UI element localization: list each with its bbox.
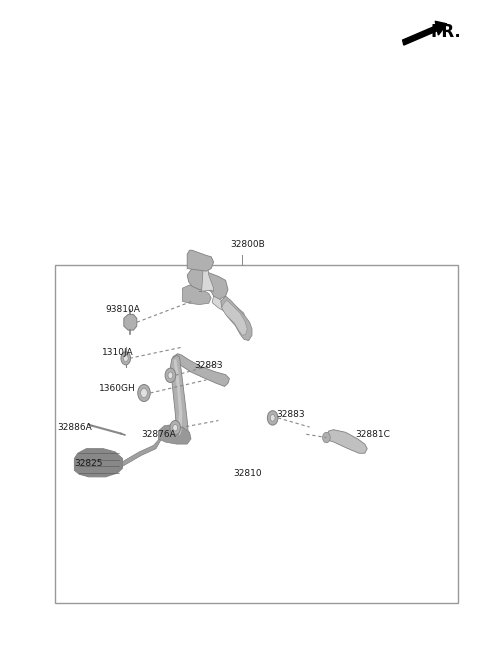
Text: 1360GH: 1360GH [99,384,136,393]
Polygon shape [221,296,252,341]
Circle shape [270,415,275,421]
Polygon shape [173,354,229,386]
Circle shape [165,368,176,383]
Text: FR.: FR. [430,23,461,41]
Circle shape [173,424,178,431]
Polygon shape [187,255,228,300]
Text: 1310JA: 1310JA [102,348,133,357]
Polygon shape [158,424,191,444]
Polygon shape [199,255,214,291]
Text: 32800B: 32800B [230,240,264,249]
Text: 32883: 32883 [276,410,305,419]
FancyArrow shape [403,22,447,45]
Circle shape [138,384,150,402]
Circle shape [121,352,131,365]
Polygon shape [182,285,211,305]
Polygon shape [115,439,161,472]
Text: 32810: 32810 [233,469,262,478]
Polygon shape [174,359,182,436]
Circle shape [141,388,147,398]
Circle shape [168,372,173,379]
Bar [55,265,458,603]
Polygon shape [222,300,247,335]
Circle shape [323,432,330,443]
Text: 32886A: 32886A [57,423,92,432]
Text: 32883: 32883 [194,361,223,370]
Polygon shape [170,355,188,439]
Text: 93810A: 93810A [105,305,140,314]
Text: 32881C: 32881C [355,430,390,439]
Polygon shape [74,449,122,477]
Polygon shape [212,296,245,321]
Circle shape [170,421,180,435]
Circle shape [123,355,128,362]
Text: 32876A: 32876A [142,430,176,439]
Polygon shape [124,314,137,330]
Polygon shape [187,250,214,271]
Polygon shape [326,430,367,453]
Circle shape [267,411,278,425]
Text: 32825: 32825 [74,459,103,468]
